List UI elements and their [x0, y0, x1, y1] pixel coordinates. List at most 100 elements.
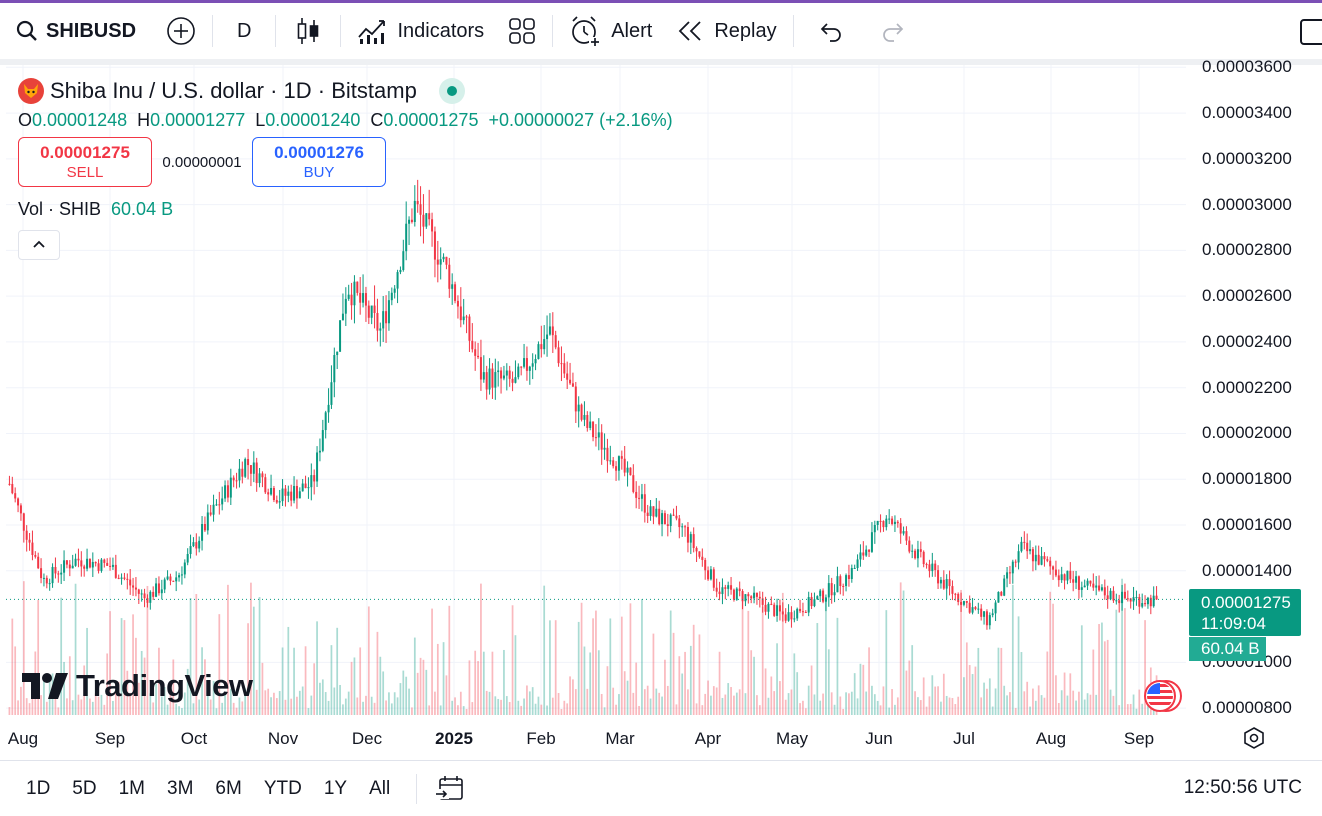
candle-body — [445, 256, 448, 265]
volume-bar — [931, 675, 934, 715]
economic-events-button[interactable] — [1142, 679, 1186, 713]
alert-button[interactable]: Alert — [561, 11, 660, 51]
interval-button[interactable]: D — [221, 11, 267, 51]
candle-body — [241, 468, 244, 477]
candle-body — [589, 421, 592, 428]
replay-button[interactable]: Replay — [668, 11, 784, 51]
candle-body — [643, 494, 646, 513]
fullscreen-button[interactable] — [1300, 19, 1322, 45]
volume-bar — [1072, 690, 1075, 715]
volume-bar — [563, 700, 566, 715]
chart-pane[interactable]: Shiba Inu / U.S. dollar · 1D · Bitstamp … — [6, 57, 1316, 760]
go-to-date-button[interactable] — [429, 769, 471, 809]
utc-clock[interactable]: 12:50:56 UTC — [1183, 777, 1302, 798]
chart-settings-button[interactable] — [1242, 726, 1266, 755]
tradingview-logo[interactable]: TradingView — [22, 668, 253, 704]
volume-bar — [149, 693, 152, 715]
candle-body — [557, 347, 560, 364]
layouts-button[interactable] — [500, 11, 544, 51]
volume-bar — [304, 646, 307, 715]
candle-body — [488, 368, 491, 390]
volume-bar — [819, 700, 822, 715]
collapse-legend-button[interactable] — [18, 230, 60, 260]
volume-bar — [126, 670, 129, 715]
time-axis-label: Oct — [180, 729, 208, 748]
candle-body — [922, 551, 925, 565]
volume-bar — [270, 697, 272, 715]
volume-bar — [43, 675, 45, 715]
candle-body — [1095, 585, 1098, 588]
candle-body — [833, 592, 836, 596]
range-button-6m[interactable]: 6M — [215, 777, 242, 799]
candle-body — [528, 366, 531, 371]
redo-button[interactable] — [872, 11, 914, 51]
volume-bar — [635, 662, 638, 715]
volume-bar — [293, 647, 295, 715]
chart-type-button[interactable] — [284, 11, 332, 51]
candle-body — [566, 373, 569, 380]
indicators-button[interactable]: Indicators — [349, 11, 492, 51]
volume-bar — [503, 649, 505, 715]
volume-bar — [359, 647, 362, 715]
candle-body — [428, 213, 431, 220]
range-button-ytd[interactable]: YTD — [263, 777, 302, 799]
range-button-1y[interactable]: 1Y — [323, 777, 348, 799]
candle-body — [491, 368, 494, 388]
volume-legend[interactable]: Vol · SHIB 60.04 B — [18, 199, 673, 220]
toolbar-divider — [792, 15, 794, 47]
volume-bar — [661, 696, 663, 715]
candle-body — [991, 613, 994, 616]
volume-bar — [89, 698, 91, 715]
compare-symbol-button[interactable] — [158, 11, 204, 51]
price-axis-label: 0.00002000 — [1202, 423, 1292, 443]
range-button-1d[interactable]: 1D — [26, 777, 51, 799]
symbol-description[interactable]: Shiba Inu / U.S. dollar · 1D · Bitstamp — [50, 78, 417, 103]
candle-body — [1080, 587, 1083, 590]
candle-body — [1031, 549, 1034, 562]
volume-bar — [758, 705, 761, 715]
volume-bar — [850, 691, 853, 715]
volume-bar — [839, 696, 842, 715]
range-button-all[interactable]: All — [369, 777, 391, 799]
range-button-3m[interactable]: 3M — [167, 777, 194, 799]
candle-body — [189, 546, 192, 555]
candle-body — [891, 518, 894, 525]
price-axis-label: 0.00002200 — [1202, 377, 1292, 397]
price-chart[interactable] — [6, 65, 1316, 760]
candle-body — [560, 363, 563, 365]
volume-bar — [419, 657, 422, 715]
candle-body — [261, 473, 264, 478]
range-button-1m[interactable]: 1M — [118, 777, 145, 799]
volume-bar — [77, 694, 80, 715]
volume-bar — [868, 647, 870, 715]
candle-body — [436, 259, 439, 265]
candle-body — [109, 565, 112, 567]
candle-body — [152, 591, 155, 597]
volume-bar — [781, 592, 784, 715]
candle-body — [615, 466, 618, 471]
undo-button[interactable] — [810, 11, 852, 51]
candle-body — [1123, 591, 1126, 599]
market-status-indicator[interactable] — [438, 78, 465, 104]
volume-bar — [54, 690, 57, 715]
volume-bar — [445, 675, 448, 715]
candle-body — [830, 583, 833, 596]
candle-body — [640, 494, 643, 499]
candle-body — [387, 300, 390, 324]
volume-bar — [856, 698, 859, 715]
volume-bar — [454, 697, 456, 715]
buy-button[interactable]: 0.00001276 BUY — [252, 137, 386, 187]
candle-body — [367, 305, 370, 318]
volume-bar — [664, 659, 666, 715]
time-axis-label: Aug — [7, 729, 39, 748]
candle-body — [60, 572, 63, 575]
volume-bar — [137, 682, 140, 715]
sell-button[interactable]: 0.00001275 SELL — [18, 137, 152, 187]
volume-bar — [160, 696, 163, 715]
symbol-search-button[interactable]: SHIBUSD — [8, 11, 144, 51]
volume-bar — [333, 687, 336, 715]
range-button-5d[interactable]: 5D — [72, 777, 97, 799]
candle-body — [166, 576, 169, 580]
time-axis-label: Jul — [953, 729, 975, 748]
candle-body — [842, 586, 845, 588]
